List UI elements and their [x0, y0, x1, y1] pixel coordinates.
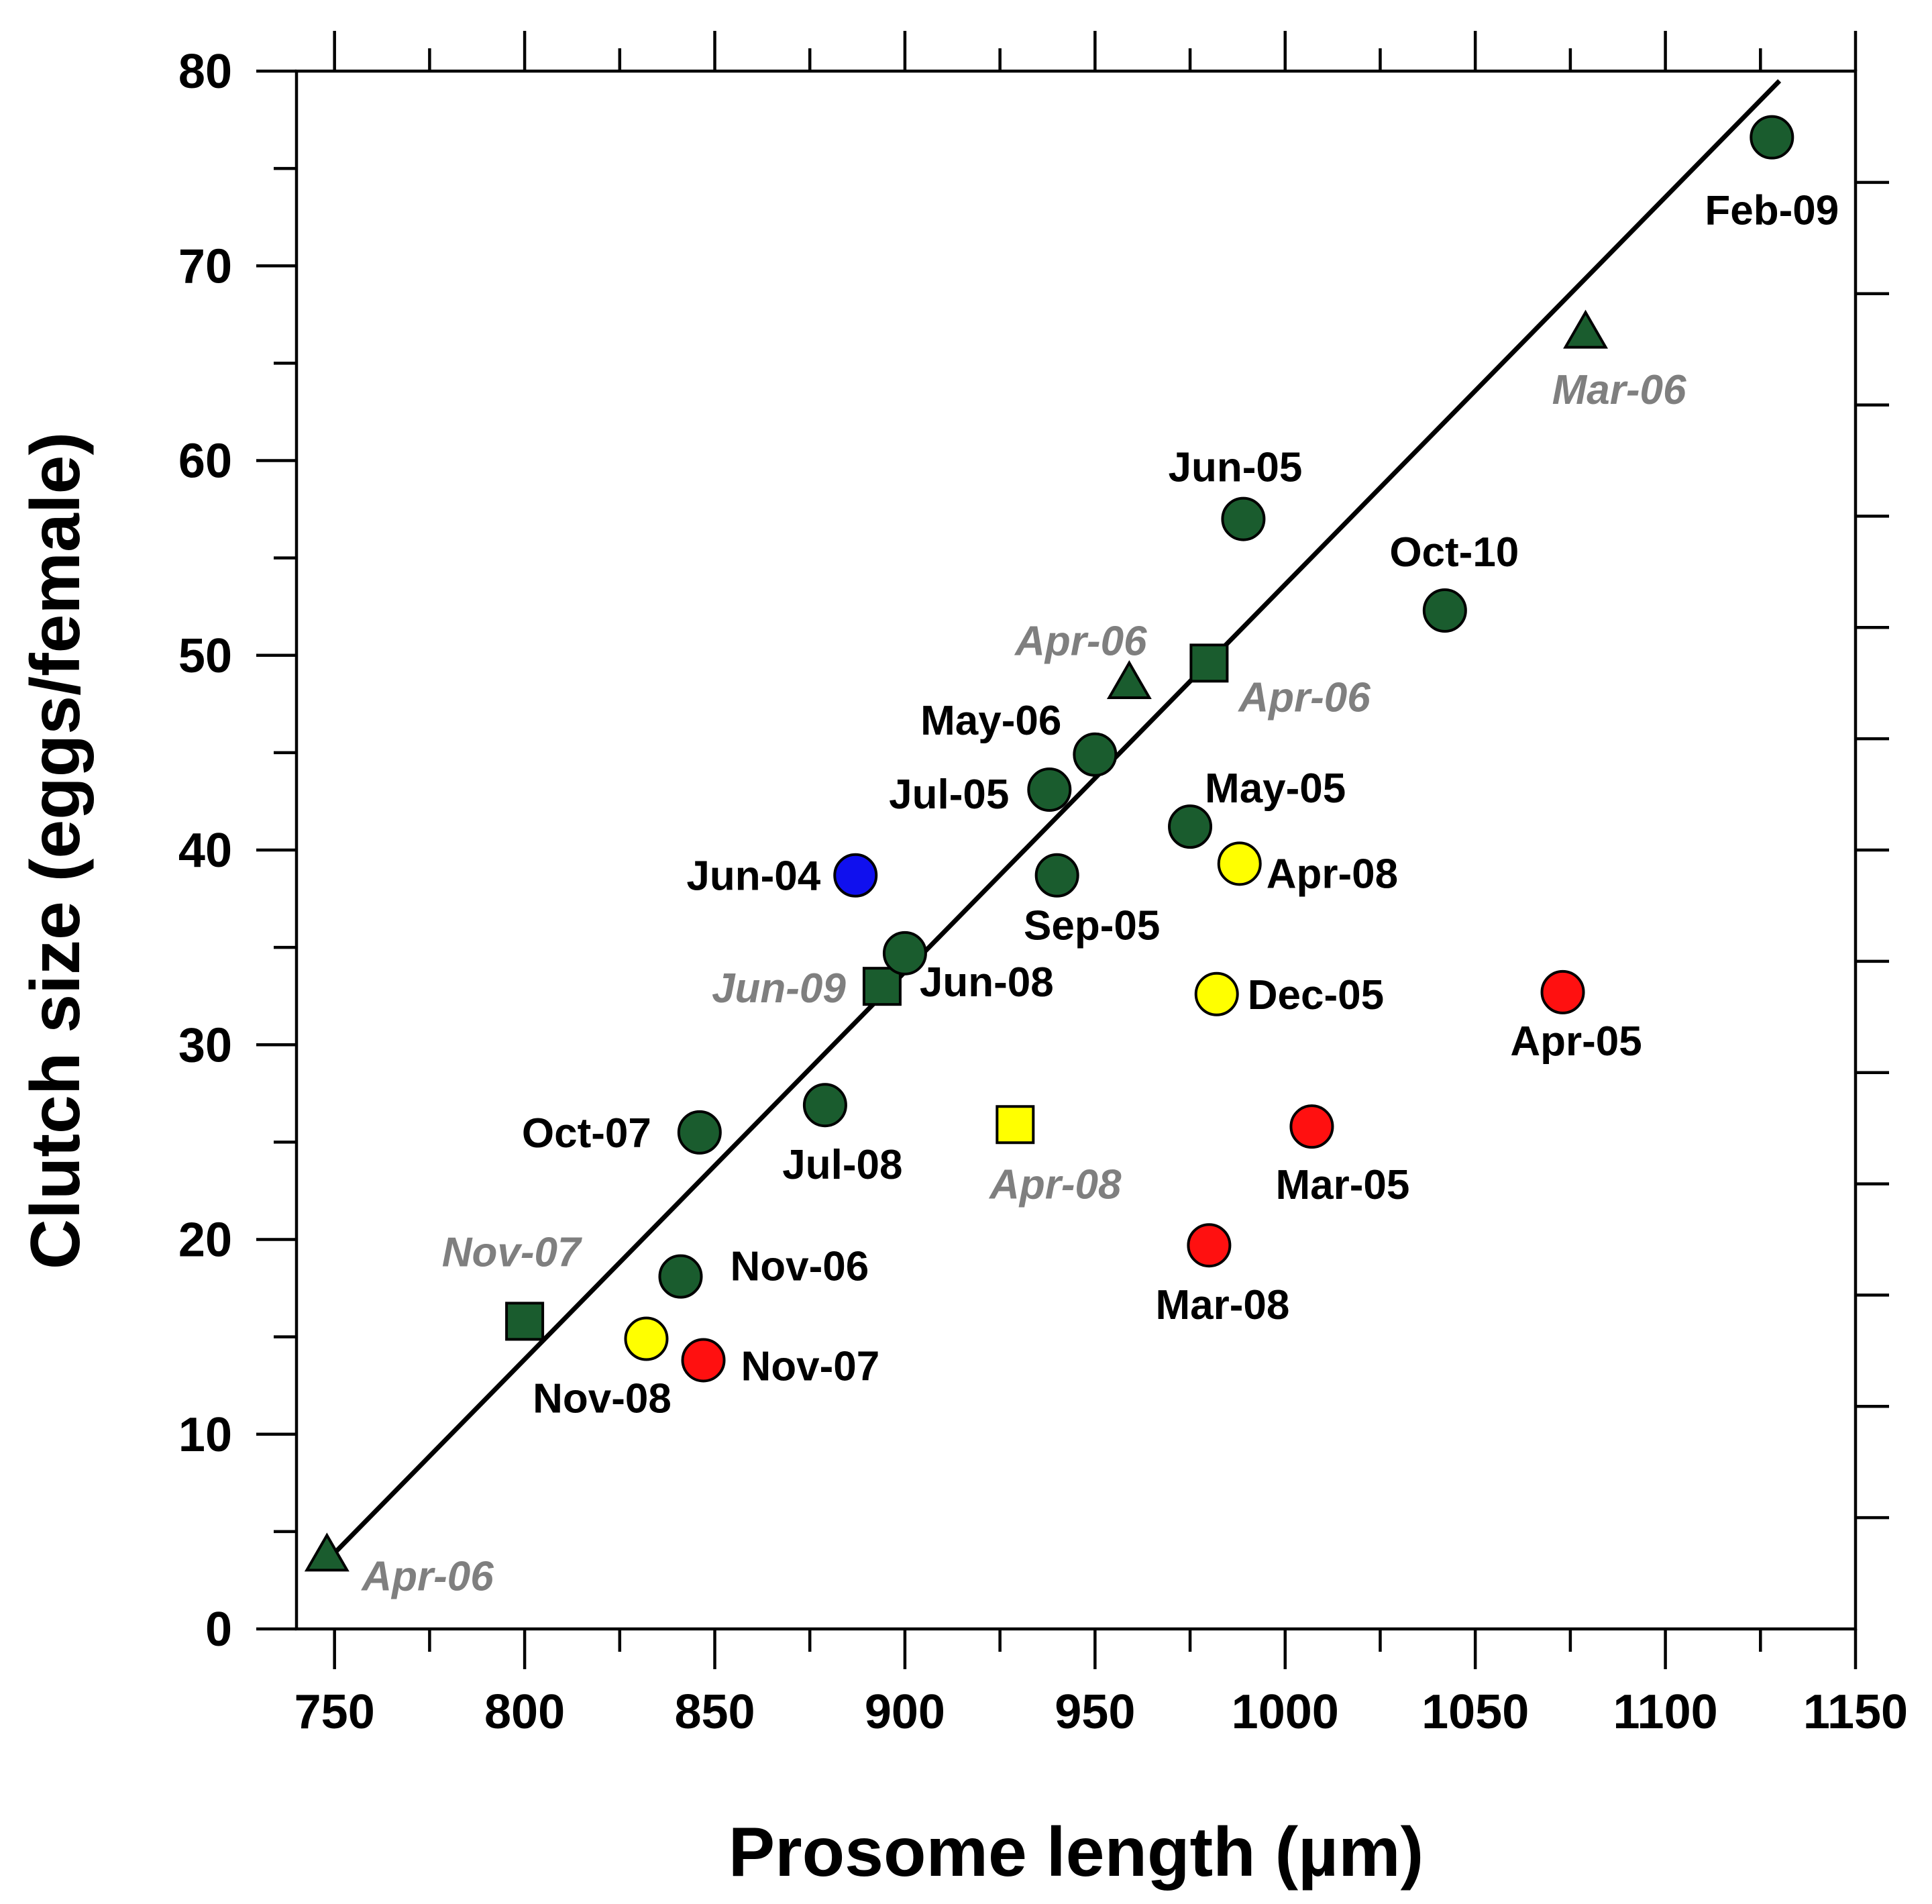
point-label: Nov-07 — [442, 1229, 582, 1275]
point-circle-red — [1540, 969, 1585, 1014]
point-label: Apr-05 — [1510, 1018, 1642, 1065]
point-circle-red — [1289, 1104, 1334, 1149]
point-square-yellow — [996, 1105, 1035, 1145]
point-circle-green — [1422, 588, 1467, 633]
y-tick-label: 40 — [178, 824, 232, 878]
point-circle-green — [802, 1083, 847, 1128]
point-label: Apr-06 — [1237, 674, 1371, 721]
y-tick-label: 60 — [178, 435, 232, 488]
point-square-green — [862, 967, 902, 1006]
point-triangle-green — [1106, 660, 1152, 700]
regression-line — [325, 79, 1782, 1563]
y-tick-label: 80 — [178, 45, 232, 99]
point-label: Jun-04 — [686, 853, 820, 900]
axis-ticks — [256, 31, 1889, 1669]
point-circle-red — [1187, 1223, 1232, 1268]
point-circle-green — [1750, 115, 1794, 160]
x-tick-label: 750 — [294, 1685, 375, 1739]
point-label: May-05 — [1205, 765, 1346, 812]
point-label: Nov-06 — [730, 1244, 869, 1290]
point-label: Jun-08 — [920, 959, 1054, 1006]
y-axis-title: Clutch size (eggs/female) — [17, 432, 95, 1269]
point-label: Oct-10 — [1389, 529, 1519, 576]
point-circle-green — [1221, 496, 1266, 541]
point-circle-green — [658, 1254, 703, 1299]
point-square-green — [505, 1302, 545, 1341]
y-tick-label: 0 — [205, 1603, 232, 1656]
y-tick-label: 20 — [178, 1214, 232, 1267]
point-label: Mar-06 — [1552, 367, 1686, 413]
x-tick-label: 1000 — [1232, 1685, 1339, 1739]
plot-frame — [294, 69, 1858, 1631]
point-circle-yellow — [1194, 971, 1239, 1016]
x-tick-label: 900 — [865, 1685, 945, 1739]
point-square-green — [1189, 643, 1229, 683]
point-label: May-06 — [920, 698, 1061, 744]
point-circle-green — [677, 1110, 722, 1155]
point-label: Jun-09 — [712, 965, 846, 1012]
x-axis-title: Prosome length (µm) — [729, 1813, 1424, 1891]
point-triangle-green — [1563, 309, 1609, 349]
point-label: Oct-07 — [522, 1110, 651, 1157]
point-label: Jun-05 — [1168, 445, 1302, 491]
data-point-labels: Apr-06 Nov-07 Nov-08 Nov-06 Oct-07 Nov-07 Jul-… — [360, 188, 1839, 1600]
x-tick-label: 1050 — [1421, 1685, 1529, 1739]
point-triangle-green — [304, 1532, 350, 1572]
point-circle-green — [1168, 804, 1213, 849]
point-circle-red — [681, 1338, 726, 1383]
point-label: Nov-07 — [741, 1343, 880, 1389]
point-label: Jul-08 — [782, 1142, 902, 1188]
point-circle-green — [882, 931, 927, 975]
point-label: Apr-08 — [1267, 851, 1398, 897]
point-label: Apr-06 — [1014, 618, 1147, 664]
point-label: Apr-06 — [360, 1554, 494, 1600]
data-points — [304, 115, 1794, 1572]
point-circle-yellow — [1217, 841, 1262, 886]
point-label: Dec-05 — [1248, 972, 1384, 1018]
point-label: Apr-08 — [988, 1161, 1122, 1208]
x-tick-label: 1100 — [1613, 1685, 1717, 1739]
axis-tick-labels: 750 800 850 900 950 1000 1050 1100 1150 0 10 20 30 40… — [178, 45, 1908, 1739]
point-label: Mar-08 — [1155, 1282, 1289, 1328]
point-circle-green — [1034, 853, 1079, 898]
point-circle-blue — [833, 853, 878, 898]
y-tick-label: 70 — [178, 240, 232, 293]
point-circle-yellow — [624, 1316, 669, 1361]
y-tick-label: 50 — [178, 629, 232, 683]
x-tick-label: 850 — [674, 1685, 755, 1739]
y-tick-label: 10 — [178, 1408, 232, 1462]
point-label: Jul-05 — [889, 772, 1009, 818]
point-label: Nov-08 — [533, 1376, 672, 1422]
y-tick-label: 30 — [178, 1018, 232, 1072]
point-circle-green — [1073, 732, 1118, 777]
point-label: Feb-09 — [1705, 188, 1839, 234]
x-tick-label: 800 — [484, 1685, 565, 1739]
x-tick-label: 1150 — [1803, 1685, 1908, 1739]
x-tick-label: 950 — [1055, 1685, 1135, 1739]
point-label: Mar-05 — [1275, 1162, 1409, 1208]
point-label: Sep-05 — [1024, 903, 1160, 949]
point-circle-green — [1027, 768, 1072, 812]
